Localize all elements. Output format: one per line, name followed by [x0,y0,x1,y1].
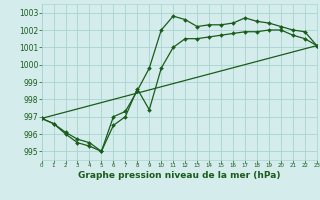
X-axis label: Graphe pression niveau de la mer (hPa): Graphe pression niveau de la mer (hPa) [78,171,280,180]
